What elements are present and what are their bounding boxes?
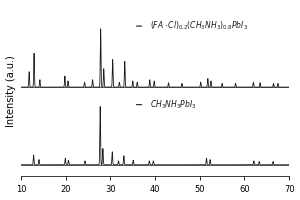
Text: $CH_3NH_3PbI_3$: $CH_3NH_3PbI_3$	[150, 98, 196, 111]
Text: $(FA\cdot Cl)_{0.2}(CH_3NH_3)_{0.8}PbI_3$: $(FA\cdot Cl)_{0.2}(CH_3NH_3)_{0.8}PbI_3…	[150, 20, 248, 32]
Y-axis label: Intensity (a.u.): Intensity (a.u.)	[6, 55, 16, 127]
